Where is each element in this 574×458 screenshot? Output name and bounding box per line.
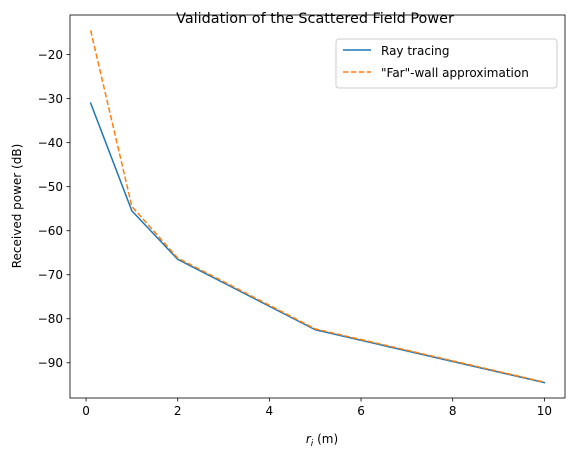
x-axis-label-sub: i: [311, 439, 314, 449]
x-axis: 0 2 4 6 8 10: [82, 398, 552, 418]
y-tick-label: −60: [38, 224, 63, 238]
legend: Ray tracing "Far"-wall approximation: [335, 38, 558, 89]
plot-area: [69, 14, 566, 399]
legend-label-ray-tracing: Ray tracing: [381, 44, 450, 58]
legend-label-far-wall: "Far"-wall approximation: [381, 66, 529, 80]
legend-box: [335, 38, 558, 89]
plot-frame: [69, 14, 566, 399]
x-tick-label: 4: [266, 404, 274, 418]
x-tick-label: 10: [537, 404, 552, 418]
y-tick-label: −70: [38, 268, 63, 282]
y-axis-label: Received power (dB): [10, 144, 24, 269]
y-axis: −20 −30 −40 −50 −60 −70 −80 −90: [38, 48, 70, 370]
y-tick-label: −50: [38, 180, 63, 194]
x-axis-label-var: r: [306, 432, 312, 446]
x-tick-label: 8: [449, 404, 457, 418]
x-axis-label-unit: (m): [313, 432, 338, 446]
series-group: [89, 30, 546, 384]
x-tick-label: 0: [82, 404, 90, 418]
series-line-1: [89, 30, 545, 383]
y-tick-label: −20: [38, 48, 63, 62]
y-tick-label: −90: [38, 356, 63, 370]
x-tick-label: 6: [357, 404, 365, 418]
y-tick-label: −30: [38, 92, 63, 106]
x-axis-label: ri (m): [306, 432, 338, 449]
x-tick-label: 2: [174, 404, 182, 418]
chart-title: Validation of the Scattered Field Power: [176, 11, 454, 27]
y-tick-label: −40: [38, 136, 63, 150]
y-tick-label: −80: [38, 312, 63, 326]
series-line-0: [89, 102, 546, 384]
